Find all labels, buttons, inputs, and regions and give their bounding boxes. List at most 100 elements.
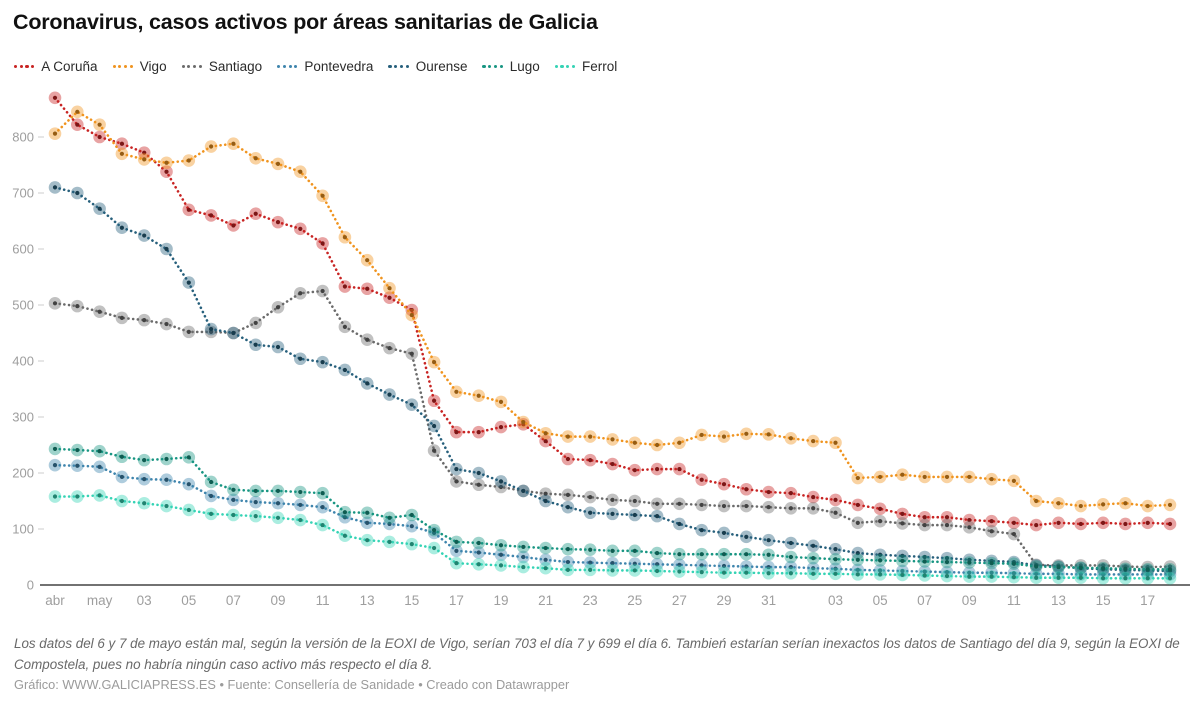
data-point (298, 517, 303, 523)
y-tick-label: 600 (12, 242, 34, 257)
data-point (878, 474, 883, 480)
legend-dotted-swatch-icon (388, 64, 409, 69)
data-point (788, 571, 794, 576)
data-point (409, 512, 414, 518)
data-point (1078, 565, 1083, 570)
data-point (52, 185, 58, 190)
data-point (1101, 502, 1106, 507)
data-point (298, 291, 303, 296)
data-point (989, 529, 994, 534)
data-point (498, 424, 504, 430)
legend-label: Santiago (208, 59, 263, 74)
data-point (922, 554, 927, 560)
data-point (365, 337, 370, 342)
data-point (320, 288, 325, 294)
data-point (588, 567, 593, 572)
x-tick-label: 09 (962, 593, 977, 608)
data-point (476, 562, 481, 567)
x-tick-label: 07 (917, 593, 932, 608)
data-point (833, 571, 838, 576)
data-point (75, 447, 80, 453)
data-point (75, 463, 80, 468)
data-point (655, 562, 660, 567)
data-point (855, 567, 860, 572)
y-tick-label: 400 (12, 354, 34, 369)
data-point (1167, 572, 1173, 577)
data-point (298, 226, 303, 231)
data-point (744, 534, 749, 539)
data-point (632, 561, 637, 566)
data-point (298, 356, 303, 361)
series-ourense (48, 181, 1177, 578)
data-point (989, 477, 994, 482)
x-tick-label: 21 (538, 593, 553, 608)
data-point (788, 506, 794, 511)
data-point (97, 493, 102, 498)
data-point (989, 574, 994, 579)
data-point (588, 547, 593, 552)
y-tick-label: 500 (12, 298, 34, 313)
data-point (543, 431, 548, 436)
data-point (142, 458, 147, 463)
data-point (476, 482, 481, 487)
data-point (944, 474, 950, 480)
data-point (521, 544, 526, 550)
data-point (342, 510, 347, 515)
x-tick-label: 17 (1140, 593, 1155, 608)
data-point (498, 563, 504, 568)
x-tick-label: abr (45, 593, 65, 608)
data-point (186, 507, 191, 513)
data-point (967, 474, 972, 480)
legend-label: Lugo (509, 59, 540, 74)
data-point (409, 307, 414, 313)
chart-footnote: Los datos del 6 y 7 de mayo están mal, s… (14, 636, 1180, 672)
data-point (476, 470, 481, 476)
data-point (766, 432, 771, 437)
data-point (766, 505, 771, 510)
x-tick-label: 07 (226, 593, 241, 608)
data-point (1167, 576, 1173, 581)
data-point (164, 160, 169, 165)
data-point (989, 570, 994, 575)
data-point (543, 438, 548, 444)
data-point (855, 550, 860, 556)
x-tick-label: may (87, 593, 113, 608)
data-point (1011, 561, 1017, 566)
data-point (588, 494, 593, 500)
data-point (119, 498, 124, 504)
data-point (1011, 478, 1017, 483)
data-point (1011, 531, 1017, 537)
data-point (521, 488, 526, 494)
x-tick-label: 27 (672, 593, 687, 608)
data-point (565, 492, 571, 497)
data-point (1011, 520, 1017, 525)
data-point (699, 477, 704, 482)
data-point (944, 515, 950, 520)
data-point (1101, 566, 1106, 571)
data-point (744, 564, 749, 569)
data-point (387, 295, 392, 300)
x-tick-label: 29 (716, 593, 731, 608)
data-point (610, 437, 615, 442)
data-point (610, 461, 615, 467)
data-point (1167, 521, 1173, 527)
data-point (833, 510, 838, 515)
data-point (253, 500, 258, 505)
data-point (52, 131, 58, 136)
data-point (922, 522, 927, 528)
data-point (788, 564, 794, 570)
x-tick-label: 05 (873, 593, 888, 608)
data-point (855, 475, 860, 481)
legend-label: Pontevedra (304, 59, 374, 74)
data-point (588, 510, 593, 515)
data-point (721, 563, 727, 569)
data-point (922, 474, 927, 480)
data-point (432, 448, 437, 453)
data-point (521, 419, 526, 425)
data-point (744, 503, 749, 509)
data-point (766, 552, 771, 557)
data-point (900, 521, 905, 526)
legend-item-ferrol: Ferrol (554, 59, 617, 74)
data-point (119, 225, 124, 230)
